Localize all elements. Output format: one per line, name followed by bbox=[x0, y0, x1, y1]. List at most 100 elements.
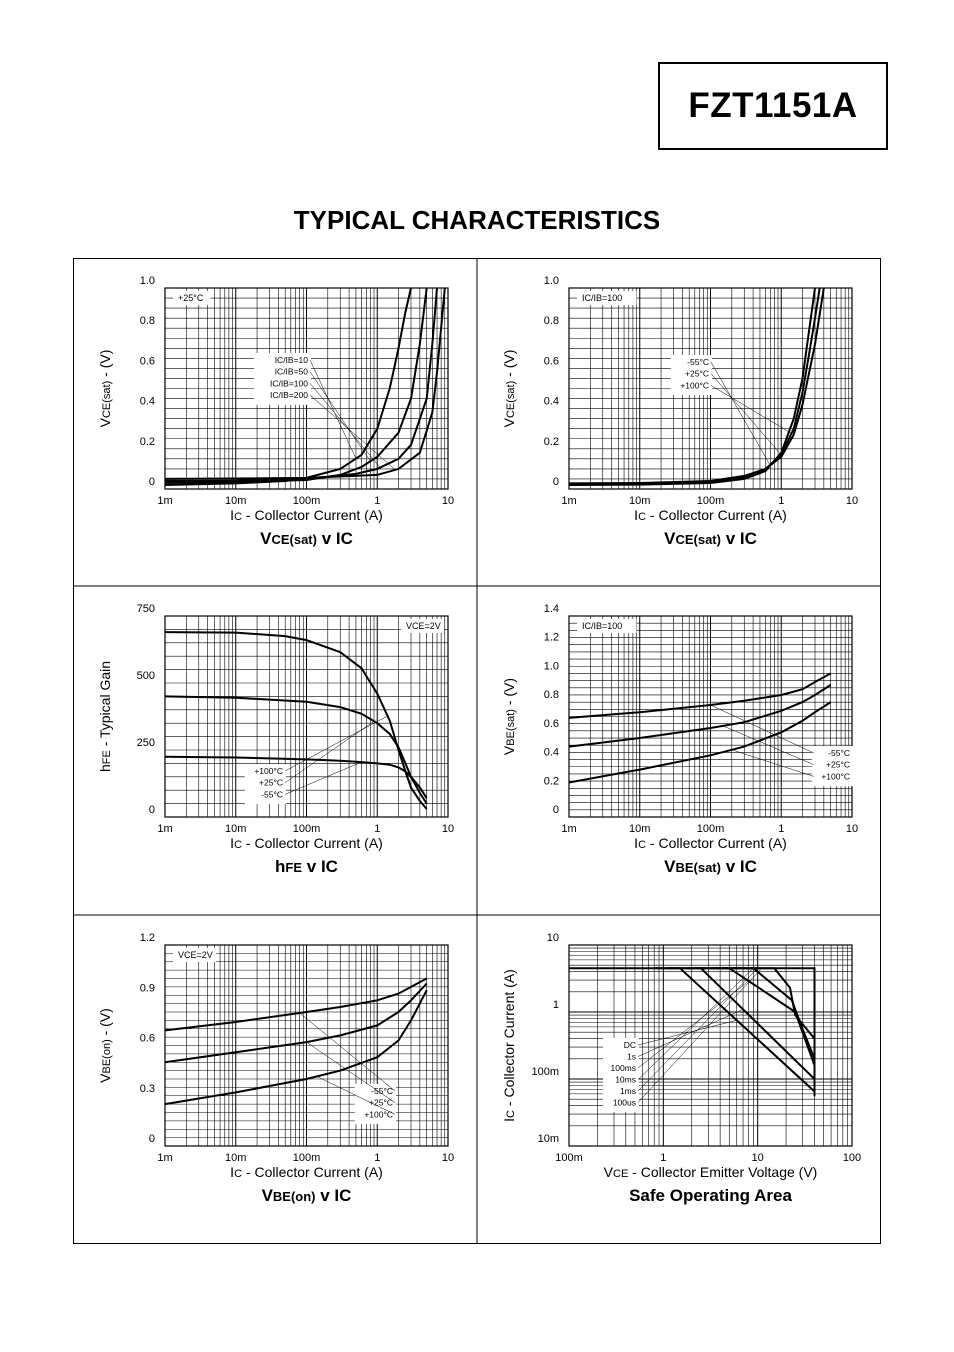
x-tick-label: 100m bbox=[697, 823, 725, 835]
x-tick-label: 1 bbox=[374, 495, 380, 507]
chart-plot-border bbox=[164, 287, 449, 490]
chart-legend-note: IC/IB=100 bbox=[577, 291, 637, 305]
chart-vbesat: 1m 10m 100m 1 10 0 0.2 0.4 0.6 0.8 1.0 1.2 1.4 IC - C… bbox=[501, 603, 858, 876]
series-label: +100°C bbox=[254, 766, 283, 776]
series-line bbox=[164, 287, 446, 480]
leader-line bbox=[306, 1041, 396, 1103]
leader-line bbox=[309, 359, 357, 459]
series-line bbox=[568, 287, 825, 485]
y-tick-label: 0.2 bbox=[544, 775, 559, 787]
chart-plot-border bbox=[164, 944, 449, 1147]
series-label: DC bbox=[624, 1040, 636, 1050]
leader-line bbox=[309, 371, 371, 462]
chart-legend-note: VCE=2V bbox=[401, 619, 444, 633]
y-tick-label: 0.6 bbox=[544, 718, 559, 730]
leader-line bbox=[710, 385, 794, 435]
y-tick-label: 100m bbox=[531, 1066, 559, 1078]
part-number: FZT1151A bbox=[688, 86, 858, 125]
series-line bbox=[164, 989, 428, 1106]
y-tick-label: 0.6 bbox=[544, 355, 559, 367]
x-tick-label: 10 bbox=[846, 823, 858, 835]
chart-legend-note: IC/IB=100 bbox=[577, 619, 637, 633]
y-tick-label: 0 bbox=[553, 804, 559, 816]
x-tick-label: 10m bbox=[225, 823, 246, 835]
y-tick-label: 0.4 bbox=[544, 396, 559, 408]
y-tick-label: 0 bbox=[149, 1133, 155, 1145]
x-tick-label: 10 bbox=[442, 1152, 454, 1164]
svg-text:+25°C: +25°C bbox=[178, 293, 204, 303]
y-tick-label: 0.9 bbox=[140, 982, 155, 994]
chart-plot-border bbox=[568, 944, 853, 1147]
x-tick-label: 1 bbox=[778, 823, 784, 835]
series-label: IC/IB=200 bbox=[270, 390, 308, 400]
x-tick-label: 10 bbox=[752, 1152, 764, 1164]
chart-gridlines bbox=[164, 944, 448, 1147]
x-tick-label: 10 bbox=[442, 823, 454, 835]
x-tick-label: 1 bbox=[374, 823, 380, 835]
y-tick-label: 0.4 bbox=[544, 747, 559, 759]
x-tick-label: 1m bbox=[561, 495, 576, 507]
chart-title: VCE(sat) v IC bbox=[664, 529, 757, 548]
chart-plot-border bbox=[568, 615, 853, 818]
y-tick-label: 0.8 bbox=[544, 315, 559, 327]
x-axis-label: IC - Collector Current (A) bbox=[230, 835, 383, 851]
x-tick-label: 1m bbox=[157, 495, 172, 507]
y-tick-label: 10 bbox=[547, 932, 559, 944]
y-tick-label: 0.8 bbox=[544, 689, 559, 701]
series-labels: -55°C +25°C+100°C bbox=[710, 704, 853, 787]
y-tick-label: 1.0 bbox=[544, 275, 559, 287]
x-tick-label: 1m bbox=[561, 823, 576, 835]
y-tick-label: 1.2 bbox=[140, 932, 155, 944]
y-tick-label: 250 bbox=[137, 737, 155, 749]
series-label: +100°C bbox=[821, 771, 850, 781]
chart-legend-note: +25°C bbox=[173, 291, 211, 305]
svg-text:IC/IB=100: IC/IB=100 bbox=[582, 293, 622, 303]
chart-plot-border bbox=[568, 287, 853, 490]
svg-text:VCE=2V: VCE=2V bbox=[406, 621, 441, 631]
leader-line bbox=[710, 361, 771, 466]
x-tick-label: 1m bbox=[157, 1152, 172, 1164]
x-tick-label: 10m bbox=[629, 823, 650, 835]
x-tick-label: 100m bbox=[697, 495, 725, 507]
y-tick-label: 1.0 bbox=[544, 660, 559, 672]
y-axis-label: IC - Collector Current (A) bbox=[501, 969, 517, 1122]
x-tick-label: 10m bbox=[225, 1152, 246, 1164]
y-tick-label: 1.4 bbox=[544, 603, 559, 615]
x-tick-label: 10 bbox=[442, 495, 454, 507]
leader-line bbox=[284, 715, 388, 772]
svg-text:VCE=2V: VCE=2V bbox=[178, 950, 213, 960]
series-label: 1ms bbox=[620, 1086, 636, 1096]
leader-line bbox=[722, 725, 814, 765]
leader-line bbox=[637, 968, 758, 1092]
y-tick-label: 1 bbox=[553, 999, 559, 1011]
y-tick-label: 0.2 bbox=[140, 436, 155, 448]
leader-line bbox=[731, 749, 814, 777]
series-labels: +100°C +25°C-55°C bbox=[244, 715, 388, 805]
series-label: +25°C bbox=[259, 778, 283, 788]
series-label: 100ms bbox=[610, 1063, 636, 1073]
y-tick-label: 1.0 bbox=[140, 275, 155, 287]
x-tick-label: 1 bbox=[778, 495, 784, 507]
x-tick-label: 1 bbox=[374, 1152, 380, 1164]
y-tick-label: 0.8 bbox=[140, 315, 155, 327]
svg-text:IC/IB=100: IC/IB=100 bbox=[582, 621, 622, 631]
series-labels: -55°C +25°C+100°C bbox=[299, 1012, 396, 1125]
chart-gridlines bbox=[164, 615, 448, 818]
x-tick-label: 100m bbox=[555, 1152, 583, 1164]
series-label: -55°C bbox=[687, 357, 709, 367]
series-label: -55°C bbox=[371, 1086, 393, 1096]
series-label: +25°C bbox=[685, 369, 709, 379]
series-label: 1s bbox=[627, 1052, 636, 1062]
leader-line bbox=[299, 1012, 396, 1092]
series-line bbox=[569, 967, 816, 1047]
leader-line bbox=[284, 761, 362, 795]
x-axis-label: IC - Collector Current (A) bbox=[634, 835, 787, 851]
leader-line bbox=[309, 383, 381, 468]
series-label: 100us bbox=[613, 1098, 636, 1108]
chart-vcesat_temp: 1m 10m 100m 1 10 0 0.2 0.4 0.6 0.8 1.0 IC - Collect… bbox=[501, 275, 858, 548]
part-number-box: FZT1151A bbox=[658, 62, 888, 150]
series-labels: -55°C +25°C+100°C bbox=[670, 355, 794, 466]
series-label: IC/IB=100 bbox=[270, 378, 308, 388]
